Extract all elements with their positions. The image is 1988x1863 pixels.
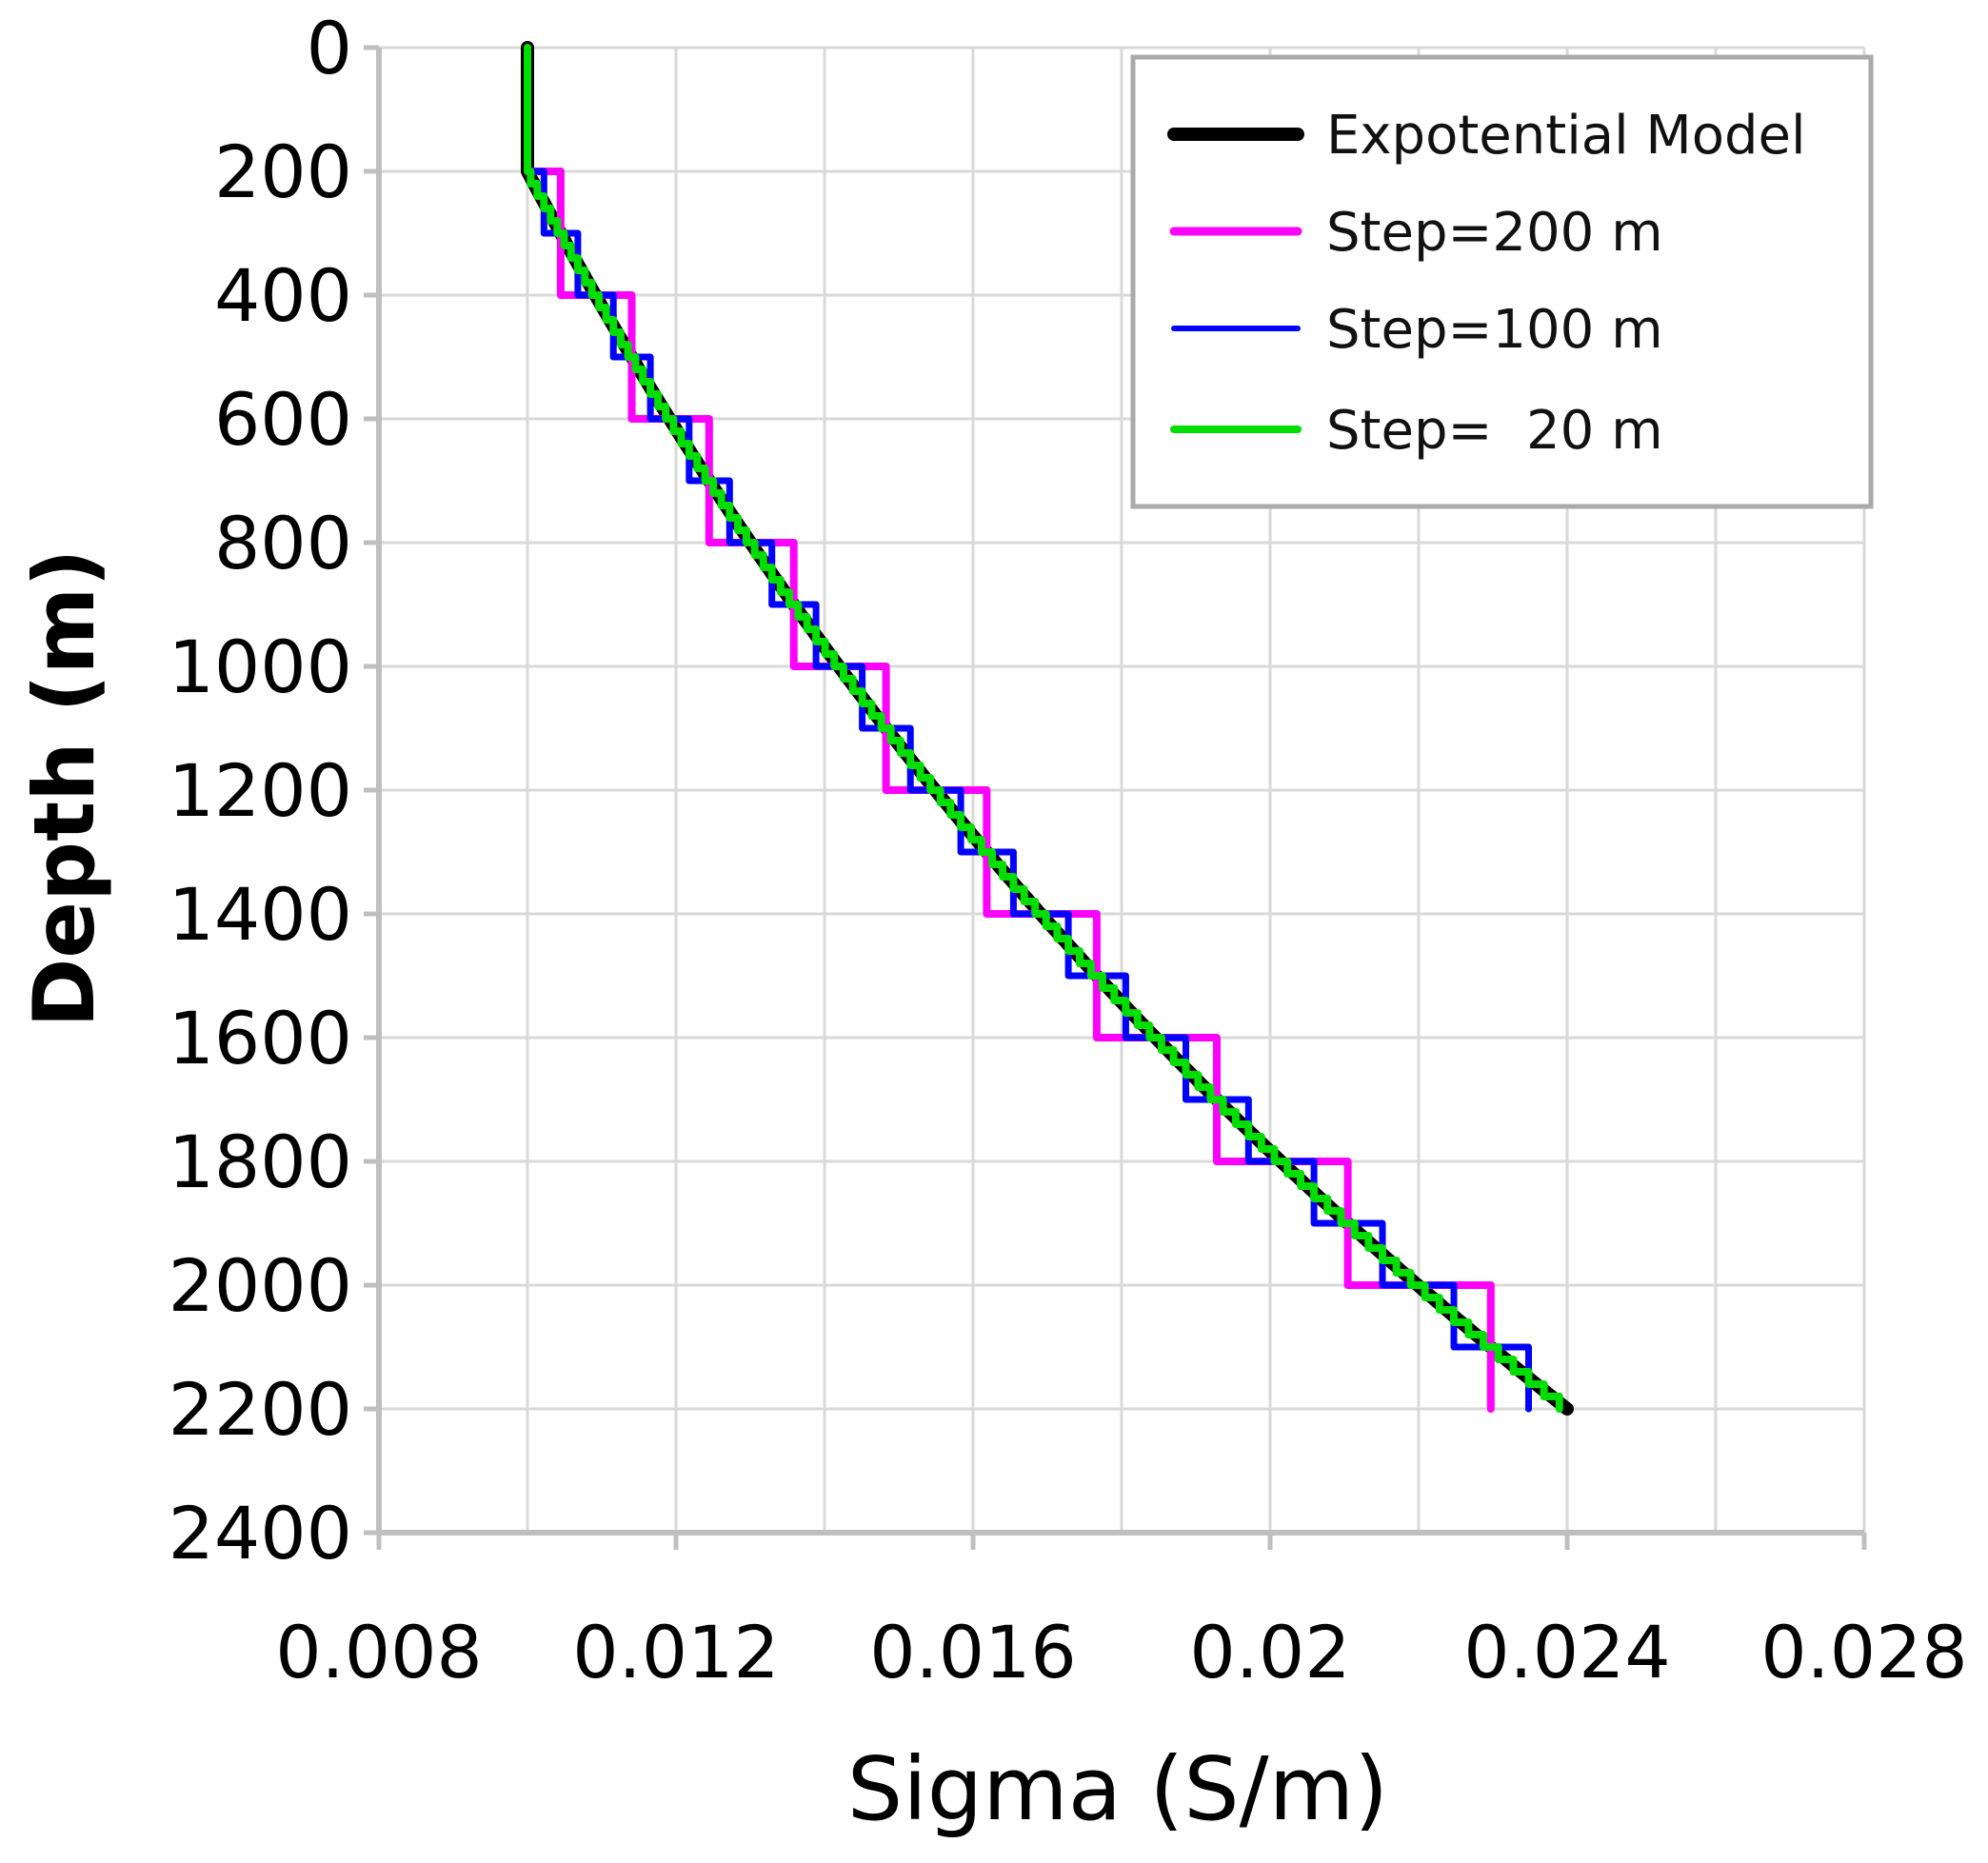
x-axis-title: Sigma (S/m)	[847, 1738, 1388, 1840]
y-tick-label: 2400	[169, 1491, 352, 1576]
y-tick-label: 1400	[169, 872, 352, 957]
y-tick-label: 1200	[169, 748, 352, 833]
y-tick-label: 1600	[169, 996, 352, 1080]
x-tick-label: 0.008	[275, 1610, 483, 1695]
y-tick-label: 2000	[169, 1243, 352, 1328]
x-tick-label: 0.028	[1760, 1610, 1968, 1695]
y-axis-title: Depth (m)	[15, 548, 113, 1027]
y-tick-label: 2200	[169, 1367, 352, 1452]
x-tick-label: 0.016	[869, 1610, 1077, 1695]
legend-label-step-20: Step= 20 m	[1326, 400, 1663, 462]
legend-label-step-100: Step=100 m	[1326, 299, 1663, 361]
tick-labels: 0 200 400 600 800 1000 1200 1400 1600 1800 2000 220…	[169, 6, 1968, 1695]
y-tick-label: 1800	[169, 1120, 352, 1204]
series-lines	[521, 41, 1574, 1416]
y-tick-label: 600	[214, 377, 352, 462]
series-line-step-20	[524, 44, 1563, 1413]
y-tick-label: 0	[307, 6, 352, 90]
axes	[364, 45, 1867, 1550]
x-tick-label: 0.024	[1463, 1610, 1671, 1695]
y-tick-label: 1000	[169, 624, 352, 709]
x-tick-label: 0.012	[572, 1610, 780, 1695]
legend: Expotential Model Step=200 m Step=100 m …	[1130, 54, 1874, 509]
y-tick-label: 800	[214, 501, 352, 585]
legend-label-exponential-model: Expotential Model	[1326, 105, 1806, 167]
legend-label-step-200: Step=200 m	[1326, 202, 1663, 264]
y-tick-label: 200	[214, 129, 352, 214]
x-tick-label: 0.02	[1189, 1610, 1350, 1695]
y-tick-label: 400	[214, 253, 352, 338]
